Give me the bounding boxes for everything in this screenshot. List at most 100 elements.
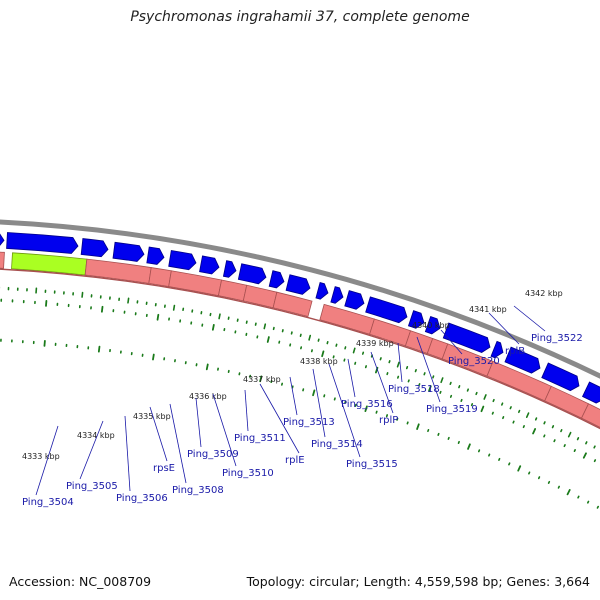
cds-track [0,232,600,404]
cds-arrow [424,316,441,335]
scale-major-tick [263,323,267,330]
cds-arrow [80,238,109,258]
gene-leader [124,415,131,492]
scale-label: 4333 kbp [22,452,60,461]
minor-tick [397,375,400,379]
backbone-track [0,219,600,379]
major-tick [566,488,571,496]
major-tick [364,405,368,413]
major-tick [97,345,101,353]
minor-tick [396,417,399,421]
gene-label: Ping_3516 [341,399,393,410]
genome-summary: Topology: circular; Length: 4,559,598 bp… [246,574,590,589]
gene-leader [149,406,168,462]
cds-arrow [112,241,145,262]
scale-minor-tick [560,429,563,433]
gene-leader [416,336,441,403]
minor-tick [528,471,531,475]
cds-arrow [344,290,365,310]
scale-minor-tick [534,417,538,421]
scale-minor-tick [475,391,478,396]
minor-tick [596,505,600,509]
rna-feature [319,303,375,335]
minor-tick [449,394,453,398]
scale-minor-tick [414,369,417,373]
major-tick [266,336,270,343]
highlighted-feature [11,252,88,276]
cds-arrow [490,340,504,359]
scale-minor-tick [593,445,596,449]
scale-label: 4341 kbp [469,305,507,314]
scale-major-tick [567,431,572,438]
scale-label: 4335 kbp [133,412,171,421]
major-tick [211,323,215,331]
major-tick [480,405,485,413]
gene-leader [370,351,394,414]
cds-arrow [541,362,580,392]
scale-minor-tick [388,360,391,364]
minor-tick [488,453,491,457]
minor-tick [437,432,440,436]
scale-track: 4333 kbp 4334 kbp 4335 kbp 4336 kbp 4337 kbp… [0,286,596,461]
cds-arrow [407,310,425,329]
scale-major-tick [483,394,487,400]
gene-leader [195,397,202,448]
minor-tick [439,390,442,394]
major-tick [428,385,432,392]
minor-tick [385,414,389,418]
cds-arrow [199,255,220,275]
scale-minor-tick [344,346,347,350]
minor-tick [586,500,590,504]
scale-minor-tick [449,381,452,386]
gene-leader [35,425,59,496]
scale-minor-tick [492,398,495,403]
rna-track-edge [0,268,600,430]
minor-tick [547,480,551,484]
cds-arrow [582,381,600,404]
gene-label: Ping_3504 [22,497,74,508]
gene-label: Ping_3508 [172,485,224,496]
scale-minor-tick [543,421,546,425]
minor-tick [563,444,566,448]
gene-leader [259,383,300,454]
minor-tick [477,449,481,453]
minor-tick [553,439,556,443]
rna-feature [272,291,313,318]
scale-major-tick [525,412,530,419]
scale-label: 4336 kbp [189,392,227,401]
cds-arrow [237,263,267,285]
scale-minor-tick [551,425,555,429]
gene-leader [440,329,463,355]
gene-label: Ping_3515 [346,459,398,470]
gene-leader [169,403,187,484]
gene-leader [328,363,361,458]
major-tick [152,353,155,361]
cds-arrow [365,296,408,324]
minor-tick [407,379,410,383]
scale-minor-tick [585,441,588,445]
rna-feature [0,251,5,269]
scale-minor-tick [501,402,504,406]
minor-tick [543,434,546,438]
gene-label: Ping_3519 [426,404,478,415]
minor-tick [418,383,421,387]
major-tick [100,305,104,313]
gene-label: rpsE [153,463,175,474]
minor-tick [457,440,460,444]
minor-tick [593,459,597,463]
scale-minor-tick [379,357,382,361]
scale-major-tick [127,297,130,304]
major-tick [532,428,537,435]
minor-tick [386,372,389,376]
map-title: Psychromonas ingrahamii 37, complete gen… [130,9,470,25]
cds-arrow [268,270,285,289]
scale-label: 4338 kbp [300,357,338,366]
scale-minor-tick [576,437,580,441]
minor-tick [406,421,409,425]
cds-arrow [222,260,237,278]
gene-label: rplE [285,455,305,466]
major-tick [259,375,263,383]
cds-arrow [0,233,5,246]
